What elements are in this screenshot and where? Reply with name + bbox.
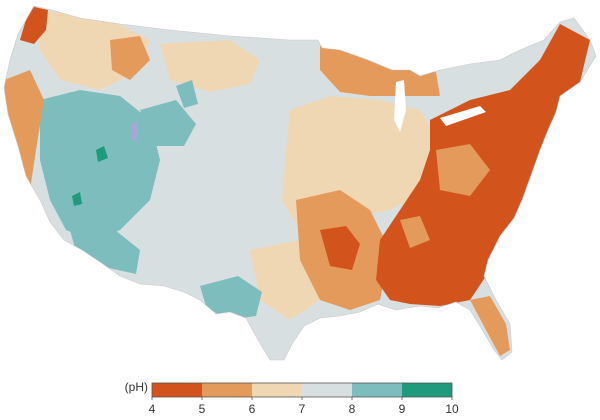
legend-tick-label-9: 9 [399,402,406,416]
ph-zone-8-9-great-basin [40,90,160,240]
ph-zone-4-5-ozark-hills [320,226,360,270]
legend-swatch-6-7 [252,383,302,397]
ph-zone-5-6-florida [470,296,510,356]
ph-zone-8-9-wyoming [140,100,196,146]
legend-tick-label-7: 7 [299,402,306,416]
legend-swatch-9-10 [402,383,452,397]
legend-swatch-4-5 [152,383,202,397]
legend-swatch-8-9 [352,383,402,397]
legend-tick-label-10: 10 [445,402,459,416]
minor-class-spots [132,122,138,140]
ph-zone-4-5-pacific-northwest [20,6,48,44]
us-mainland [4,6,596,360]
legend-unit-label: (pH) [125,380,148,394]
legend-tick-label-6: 6 [249,402,256,416]
ph-zone-5-6-great-lakes [320,46,440,96]
ph-zone-8-9-dakotas [176,80,198,108]
legend-swatch-7-8 [302,383,352,397]
ph-zone-5-6-piedmont-inset [400,144,490,248]
legend-swatch-5-6 [202,383,252,397]
us-outline [3,5,597,361]
ph-zone-9-10-spots [72,146,108,206]
legend-tick-label-4: 4 [149,402,156,416]
ph-zone-5-6-mountain-west [110,36,150,80]
legend-ticks: 4 5 6 7 8 9 10 [149,397,459,416]
ph-zone-8-9-desert-south [70,226,140,274]
legend-swatches [151,382,453,398]
legend-tick-label-5: 5 [199,402,206,416]
ph-zone-6-7-northern-plains [160,40,260,92]
legend-tick-label-8: 8 [349,402,356,416]
us-soil-ph-map [3,5,597,361]
ph-zone-8-9-west-texas [200,276,262,320]
lake-michigan [394,80,406,132]
lake-erie-ontario [440,106,486,126]
ph-legend: (pH) 4 5 6 7 8 9 10 [125,380,459,416]
